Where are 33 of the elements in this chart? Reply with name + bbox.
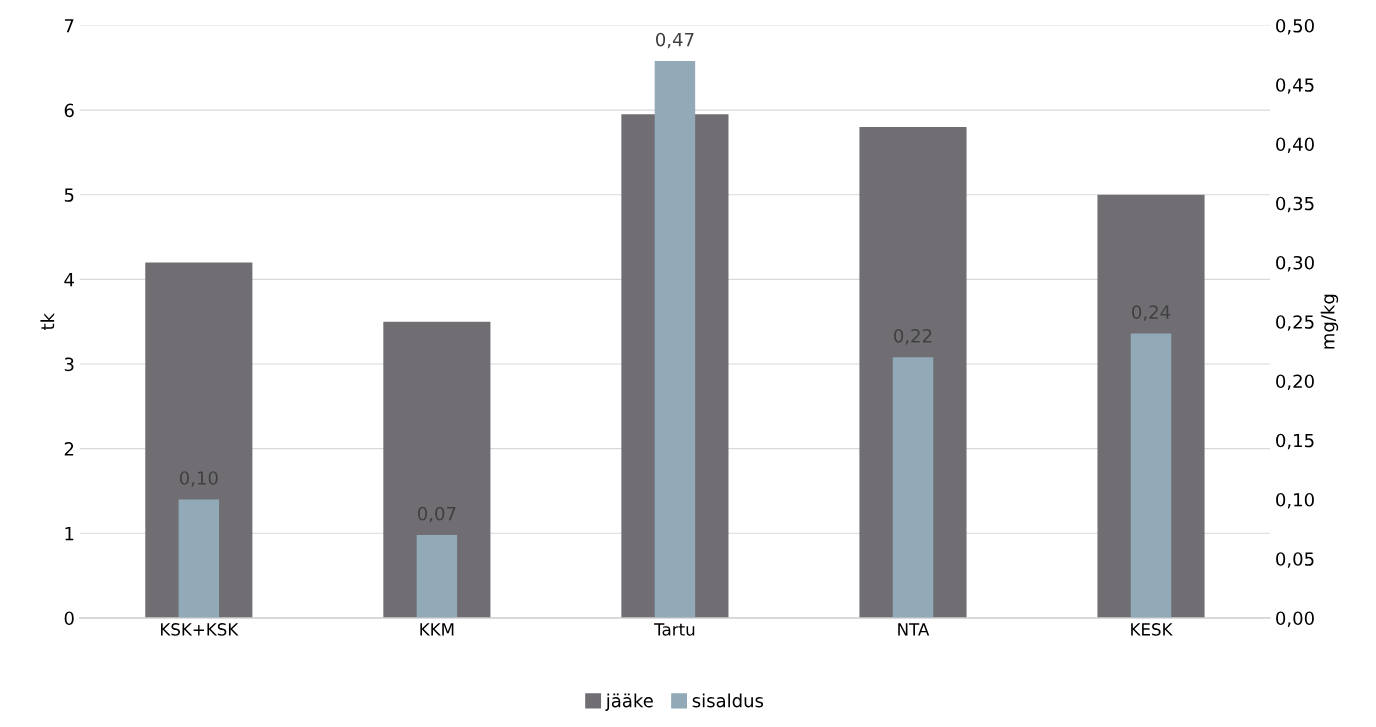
- y-tick-label: 6: [64, 103, 74, 118]
- legend-label: jääke: [605, 693, 653, 711]
- y2-tick-label: 0,35: [1276, 196, 1314, 213]
- y-tick-label: 0: [64, 611, 74, 626]
- x-tick-label: KSK+KSK: [161, 623, 239, 636]
- y2-tick-label: 0,00: [1276, 611, 1314, 627]
- data-label: 0,47: [656, 32, 694, 49]
- y-tick-label: 2: [64, 442, 74, 456]
- y2-tick-label: 0,25: [1276, 315, 1314, 331]
- y2-tick-label: 0,30: [1276, 255, 1314, 272]
- y-tick-label: 1: [65, 527, 74, 541]
- x-tick-label: KESK: [1131, 623, 1173, 636]
- y-tick-label: 5: [64, 188, 74, 202]
- y2-tick-label: 0,45: [1276, 78, 1314, 94]
- bar: [892, 357, 934, 618]
- x-tick-label: KKM: [420, 623, 454, 636]
- y2-tick-label: 0,20: [1276, 374, 1314, 390]
- y2-axis-title: mg/kg: [1320, 294, 1339, 349]
- legend-label: sisaldus: [692, 693, 764, 708]
- bar: [178, 499, 220, 618]
- y2-tick-label: 0,50: [1276, 18, 1314, 35]
- x-tick-label: Tartu: [654, 623, 695, 636]
- y-tick-label: 4: [64, 273, 74, 287]
- x-tick-label: NTA: [898, 623, 930, 636]
- y-tick-label: 7: [64, 19, 74, 33]
- y2-tick-label: 0,10: [1276, 492, 1314, 509]
- y-axis-title: tk: [40, 312, 55, 330]
- y2-tick-label: 0,15: [1276, 433, 1314, 450]
- y2-tick-label: 0,40: [1276, 137, 1314, 153]
- bar: [1130, 333, 1172, 618]
- y2-tick-label: 0,05: [1276, 552, 1314, 568]
- y-tick-label: 3: [64, 357, 74, 372]
- bar: [416, 535, 458, 618]
